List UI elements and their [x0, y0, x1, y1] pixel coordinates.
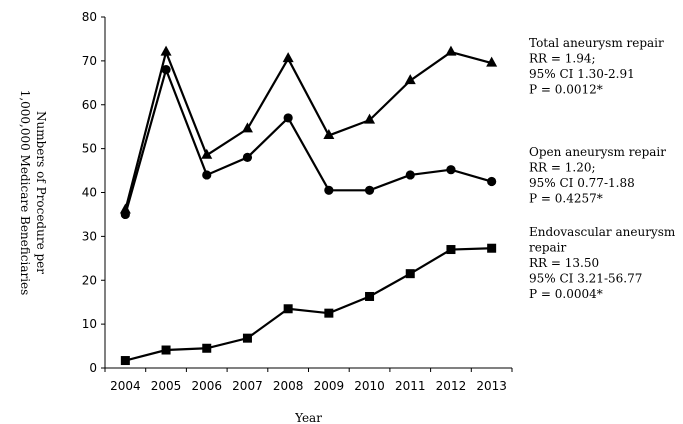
series-line — [125, 247, 492, 362]
data-point-circle — [283, 113, 293, 123]
data-point-triangle — [282, 52, 294, 63]
series-square — [120, 243, 497, 366]
x-tick-label: 2005 — [151, 379, 182, 393]
x-axis-label: Year — [294, 411, 322, 424]
data-point-circle — [242, 152, 253, 162]
y-tick-label: 60 — [82, 98, 97, 112]
x-tick-label: 2011 — [395, 379, 426, 393]
y-tick-label: 40 — [82, 186, 97, 200]
annotation-line: RR = 1.20; — [529, 161, 596, 175]
y-tick-label: 70 — [82, 54, 97, 68]
y-tick-label: 80 — [82, 10, 97, 24]
data-point-circle — [202, 170, 212, 180]
y-axis-label-line: 1,000,000 Medicare Beneficiaries — [18, 90, 32, 296]
chart-series — [119, 45, 498, 366]
series-line — [124, 48, 492, 211]
chart-annotations: Total aneurysm repair RR = 1.94; 95% CI 1.… — [529, 36, 676, 301]
data-point-triangle — [160, 45, 172, 56]
data-point-square — [365, 291, 375, 301]
data-point-square — [487, 243, 497, 253]
annotation-block: Endovascular aneurysm repair RR = 13.50 95%… — [529, 225, 676, 301]
data-point-square — [405, 269, 415, 279]
data-point-circle — [161, 65, 171, 75]
data-point-triangle — [445, 45, 457, 56]
x-tick-label: 2007 — [232, 379, 263, 393]
y-tick-label: 30 — [82, 229, 97, 243]
y-tick-label: 0 — [89, 361, 97, 375]
data-point-square — [202, 343, 212, 353]
data-point-circle — [324, 185, 334, 195]
x-tick-label: 2009 — [314, 379, 345, 393]
annotation-line: repair — [529, 241, 567, 255]
annotation-line: P = 0.0012* — [529, 83, 603, 97]
data-point-square — [120, 356, 130, 366]
data-point-square — [324, 308, 334, 318]
data-point-circle — [446, 165, 456, 175]
x-tick-label: 2012 — [436, 379, 467, 393]
data-point-triangle — [404, 74, 416, 85]
data-point-square — [242, 333, 252, 343]
data-point-circle — [120, 209, 130, 220]
y-axis-label: Numbers of Procedure per1,000,000 Medica… — [18, 90, 48, 296]
data-point-triangle — [241, 122, 253, 133]
annotation-line: P = 0.4257* — [529, 192, 603, 206]
data-point-triangle — [201, 148, 213, 159]
data-point-triangle — [364, 113, 376, 124]
series-circle — [120, 65, 497, 220]
x-tick-label: 2008 — [273, 379, 304, 393]
annotation-line: Total aneurysm repair — [529, 36, 664, 50]
annotation-line: Open aneurysm repair — [529, 145, 666, 159]
y-tick-label: 10 — [82, 317, 97, 331]
data-point-square — [161, 345, 171, 355]
data-point-triangle — [323, 128, 335, 139]
data-point-triangle — [486, 56, 498, 67]
annotation-line: Endovascular aneurysm — [529, 225, 676, 239]
data-point-circle — [487, 176, 497, 187]
data-point-circle — [405, 170, 415, 180]
annotation-line: 95% CI 0.77-1.88 — [529, 176, 635, 190]
chart-axes: 0 10 20 30 40 50 60 70 80 2004 2005 2006 2007 2008 200… — [82, 10, 513, 393]
y-tick-label: 50 — [82, 142, 97, 156]
data-point-circle — [364, 185, 375, 195]
x-tick-label: 2010 — [354, 379, 385, 393]
annotation-line: 95% CI 3.21-56.77 — [529, 272, 642, 286]
annotation-block: Total aneurysm repair RR = 1.94; 95% CI 1.… — [529, 36, 664, 97]
y-tick-label: 20 — [82, 273, 97, 287]
data-point-square — [283, 304, 293, 314]
x-tick-label: 2004 — [110, 379, 141, 393]
annotation-line: RR = 1.94; — [529, 52, 596, 66]
x-tick-label: 2013 — [476, 379, 507, 393]
annotation-block: Open aneurysm repair RR = 1.20; 95% CI 0.7… — [529, 145, 666, 206]
data-point-square — [446, 245, 456, 255]
y-axis-label-line: Numbers of Procedure per — [34, 111, 48, 274]
annotation-line: 95% CI 1.30-2.91 — [529, 67, 635, 81]
series-line — [124, 66, 492, 215]
x-tick-label: 2006 — [191, 379, 222, 393]
annotation-line: P = 0.0004* — [529, 287, 603, 301]
series-triangle — [119, 45, 498, 214]
annotation-line: RR = 13.50 — [529, 256, 599, 270]
